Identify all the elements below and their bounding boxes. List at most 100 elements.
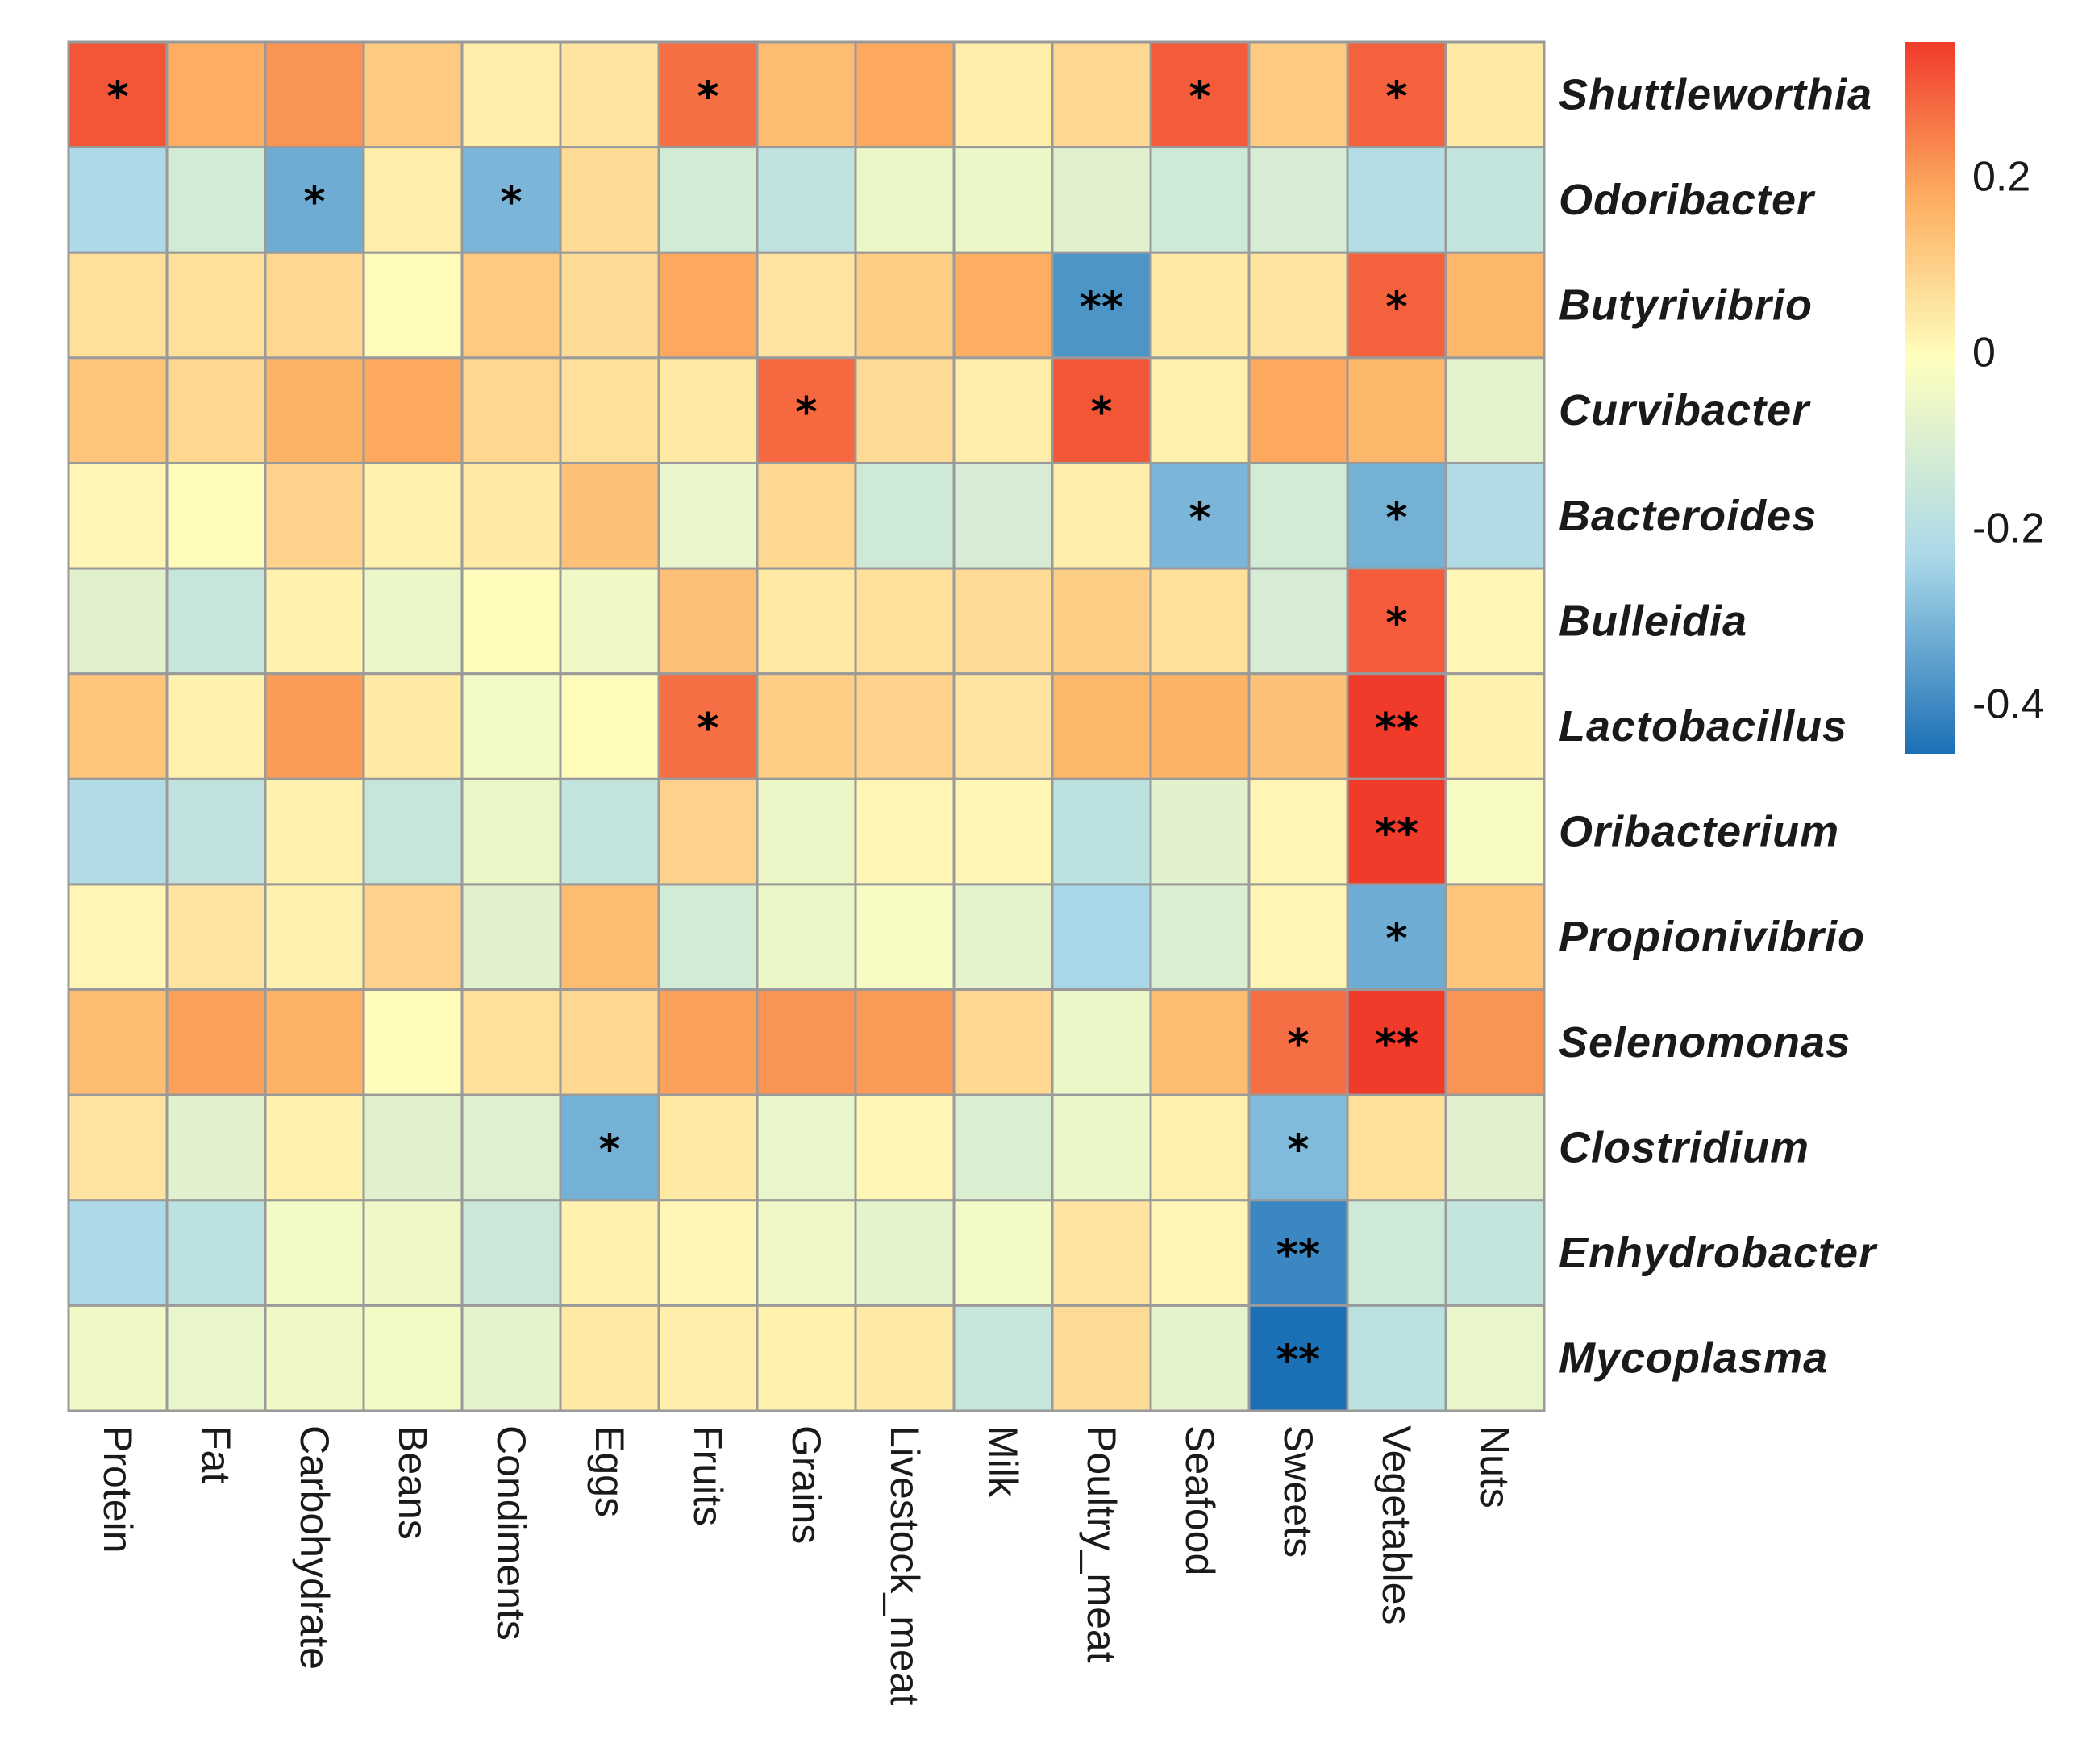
heatmap-cell-bacteroides-grains [756, 461, 857, 570]
significance-mark: * [795, 389, 817, 437]
significance-mark: ** [1080, 284, 1123, 332]
heatmap-cell-propionivibrio-nuts [1444, 883, 1546, 992]
heatmap-cell-odoribacter-poultry-meat [1051, 146, 1152, 254]
heatmap-cell-bulleidia-poultry-meat [1051, 567, 1152, 676]
heatmap-cell-curvibacter-sweets [1247, 356, 1349, 464]
heatmap-cell-bulleidia-fruits [657, 567, 759, 676]
heatmap-cell-oribacterium-seafood [1149, 777, 1251, 886]
heatmap-cell-bulleidia-sweets [1247, 567, 1349, 676]
heatmap-cell-shuttleworthia-fat [165, 40, 267, 149]
heatmap-cell-butyrivibrio-eggs [559, 251, 660, 360]
row-label-mycoplasma: Mycoplasma [1559, 1334, 1828, 1383]
heatmap-cell-oribacterium-protein [67, 777, 169, 886]
heatmap-cell-oribacterium-condiments [460, 777, 562, 886]
heatmap-cell-odoribacter-fruits [657, 146, 759, 254]
heatmap-cell-shuttleworthia-eggs [559, 40, 660, 149]
heatmap-cell-bacteroides-beans [362, 461, 464, 570]
heatmap-cell-oribacterium-fat [165, 777, 267, 886]
heatmap-cell-shuttleworthia-milk [952, 40, 1054, 149]
heatmap-cell-selenomonas-fat [165, 988, 267, 1096]
heatmap-cell-bulleidia-vegetables [1346, 567, 1447, 676]
heatmap-cell-lactobacillus-nuts [1444, 672, 1546, 780]
significance-mark: ** [1375, 705, 1418, 753]
heatmap-cell-oribacterium-carbohydrate [264, 777, 365, 886]
heatmap-cell-odoribacter-grains [756, 146, 857, 254]
heatmap-cell-clostridium-vegetables [1346, 1093, 1447, 1202]
heatmap-cell-lactobacillus-seafood [1149, 672, 1251, 780]
significance-mark: * [598, 1125, 620, 1174]
heatmap-cell-odoribacter-nuts [1444, 146, 1546, 254]
heatmap-cell-selenomonas-poultry-meat [1051, 988, 1152, 1096]
heatmap-cell-curvibacter-livestock-meat [854, 356, 956, 464]
row-label-odoribacter: Odoribacter [1559, 176, 1816, 224]
significance-mark: * [697, 73, 718, 121]
heatmap-cell-oribacterium-grains [756, 777, 857, 886]
heatmap-cell-mycoplasma-milk [952, 1304, 1054, 1412]
heatmap-cell-odoribacter-milk [952, 146, 1054, 254]
heatmap-cell-enhydrobacter-seafood [1149, 1199, 1251, 1307]
heatmap-cell-bulleidia-seafood [1149, 567, 1251, 676]
heatmap-cell-lactobacillus-condiments [460, 672, 562, 780]
heatmap-cell-lactobacillus-beans [362, 672, 464, 780]
heatmap-cell-clostridium-fruits [657, 1093, 759, 1202]
column-label-vegetables: Vegetables [1374, 1425, 1419, 1625]
column-label-milk: Milk [981, 1425, 1026, 1498]
heatmap-cell-bacteroides-eggs [559, 461, 660, 570]
heatmap-cell-bacteroides-condiments [460, 461, 562, 570]
heatmap-cell-oribacterium-milk [952, 777, 1054, 886]
heatmap-cell-lactobacillus-vegetables [1346, 672, 1447, 780]
column-label-protein: Protein [95, 1425, 140, 1553]
heatmap-cell-selenomonas-condiments [460, 988, 562, 1096]
heatmap-cell-enhydrobacter-poultry-meat [1051, 1199, 1152, 1307]
heatmap-cell-bulleidia-eggs [559, 567, 660, 676]
column-label-condiments: Condiments [489, 1425, 534, 1641]
heatmap-cell-butyrivibrio-fruits [657, 251, 759, 360]
heatmap-cell-curvibacter-fat [165, 356, 267, 464]
heatmap-cell-odoribacter-seafood [1149, 146, 1251, 254]
heatmap-cell-selenomonas-carbohydrate [264, 988, 365, 1096]
row-label-butyrivibrio: Butyrivibrio [1559, 281, 1813, 330]
row-label-curvibacter: Curvibacter [1559, 386, 1811, 435]
column-label-sweets: Sweets [1276, 1425, 1321, 1558]
heatmap-cell-enhydrobacter-sweets [1247, 1199, 1349, 1307]
significance-mark: * [106, 73, 128, 121]
heatmap-cell-enhydrobacter-livestock-meat [854, 1199, 956, 1307]
heatmap-cell-odoribacter-eggs [559, 146, 660, 254]
heatmap-cell-butyrivibrio-milk [952, 251, 1054, 360]
heatmap-cell-propionivibrio-seafood [1149, 883, 1251, 992]
heatmap-cell-lactobacillus-milk [952, 672, 1054, 780]
heatmap-cell-lactobacillus-fat [165, 672, 267, 780]
colorbar-tick-label: 0 [1972, 329, 1996, 376]
row-label-selenomonas: Selenomonas [1559, 1018, 1851, 1067]
heatmap-cell-propionivibrio-poultry-meat [1051, 883, 1152, 992]
heatmap-cell-clostridium-nuts [1444, 1093, 1546, 1202]
heatmap-cell-mycoplasma-nuts [1444, 1304, 1546, 1412]
significance-mark: ** [1276, 1231, 1320, 1279]
colorbar-tick-label: -0.2 [1972, 505, 2045, 551]
column-label-eggs: Eggs [587, 1425, 632, 1517]
heatmap-cell-oribacterium-poultry-meat [1051, 777, 1152, 886]
significance-mark: * [1090, 389, 1112, 437]
significance-mark: * [1385, 599, 1407, 647]
heatmap-cell-mycoplasma-seafood [1149, 1304, 1251, 1412]
heatmap-cell-propionivibrio-grains [756, 883, 857, 992]
column-label-carbohydrate: Carbohydrate [292, 1425, 337, 1670]
heatmap-cell-enhydrobacter-nuts [1444, 1199, 1546, 1307]
heatmap-cell-lactobacillus-grains [756, 672, 857, 780]
heatmap-cell-butyrivibrio-seafood [1149, 251, 1251, 360]
significance-mark: * [1385, 915, 1407, 963]
heatmap-cell-lactobacillus-carbohydrate [264, 672, 365, 780]
heatmap-cell-bulleidia-livestock-meat [854, 567, 956, 676]
heatmap-cell-shuttleworthia-beans [362, 40, 464, 149]
heatmap-cell-enhydrobacter-vegetables [1346, 1199, 1447, 1307]
heatmap-cell-bulleidia-nuts [1444, 567, 1546, 676]
heatmap-cell-bacteroides-fruits [657, 461, 759, 570]
heatmap-cell-propionivibrio-sweets [1247, 883, 1349, 992]
heatmap-cell-oribacterium-eggs [559, 777, 660, 886]
heatmap-cell-odoribacter-livestock-meat [854, 146, 956, 254]
significance-mark: * [1287, 1125, 1309, 1174]
heatmap-cell-curvibacter-milk [952, 356, 1054, 464]
heatmap-cell-curvibacter-beans [362, 356, 464, 464]
heatmap-cell-propionivibrio-carbohydrate [264, 883, 365, 992]
